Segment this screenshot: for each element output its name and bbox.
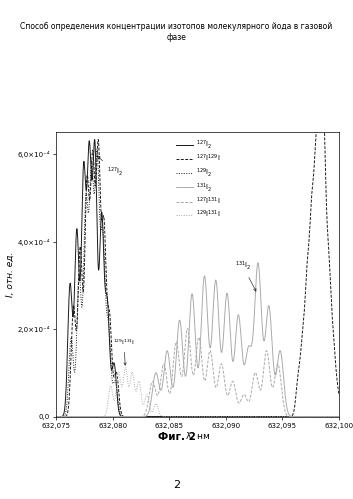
Text: $^{127}\mathrm{I}_2$: $^{127}\mathrm{I}_2$ xyxy=(97,156,124,178)
Text: Способ определения концентрации изотопов молекулярного йода в газовой
фазе: Способ определения концентрации изотопов… xyxy=(20,22,333,42)
Text: $^{129}\mathrm{I}^{131}\mathrm{I}$: $^{129}\mathrm{I}^{131}\mathrm{I}$ xyxy=(113,337,135,365)
Y-axis label: I, отн. ед.: I, отн. ед. xyxy=(6,252,15,297)
Text: Фиг. 2: Фиг. 2 xyxy=(157,432,196,442)
X-axis label: λ, нм: λ, нм xyxy=(186,432,210,441)
Legend: $^{127}\mathrm{I}_2$, $^{127}\mathrm{I}^{129}\mathrm{I}$, $^{129}\mathrm{I}_2$, : $^{127}\mathrm{I}_2$, $^{127}\mathrm{I}^… xyxy=(173,136,223,223)
Text: $^{131}\mathrm{I}_2$: $^{131}\mathrm{I}_2$ xyxy=(235,260,256,291)
Text: 2: 2 xyxy=(173,480,180,490)
